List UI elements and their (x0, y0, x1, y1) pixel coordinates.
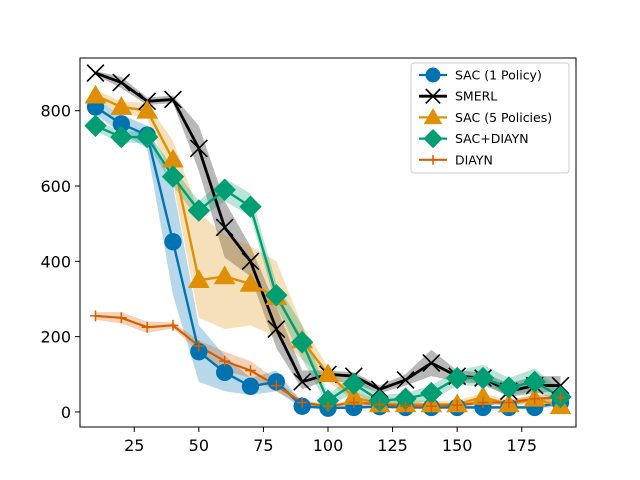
point-sac-diayn (342, 372, 366, 395)
legend-label: SMERL (455, 89, 497, 104)
y-tick-label: 800 (40, 102, 71, 121)
x-tick-label: 75 (253, 436, 273, 455)
legend-label: SAC+DIAYN (455, 131, 529, 146)
legend-marker (425, 67, 441, 83)
legend-label: SAC (1 Policy) (455, 68, 542, 83)
legend-box (410, 62, 570, 174)
band-sac-5-policies (95, 90, 561, 409)
point-sac-5-policies (317, 363, 339, 383)
point-diayn (529, 393, 541, 405)
series-markers (84, 64, 572, 417)
point-sac-5-policies (187, 269, 210, 289)
point-sac-diayn (239, 195, 262, 218)
point-sac-1-policy (164, 233, 182, 251)
point-smerl (551, 376, 570, 395)
band-diayn (95, 312, 561, 409)
point-diayn (322, 400, 334, 412)
legend-label: SAC (5 Policies) (455, 110, 552, 125)
point-diayn (296, 397, 308, 408)
point-diayn (400, 400, 411, 412)
point-diayn (141, 321, 153, 333)
point-smerl (112, 73, 131, 92)
legend-entry-sac-5-policies: SAC (5 Policies) (419, 108, 552, 125)
y-tick-label: 400 (40, 252, 71, 271)
point-sac-1-policy (241, 377, 260, 396)
point-diayn (374, 399, 386, 410)
point-sac-diayn (316, 389, 340, 412)
x-tick-label: 175 (506, 436, 537, 455)
point-sac-diayn (471, 366, 495, 390)
point-smerl (267, 320, 286, 339)
point-diayn (115, 312, 127, 324)
y-tick-label: 0 (61, 403, 71, 422)
point-diayn (167, 319, 179, 331)
legend-entry-diayn: DIAYN (419, 152, 493, 167)
point-diayn (477, 397, 489, 408)
point-smerl (370, 380, 389, 399)
point-sac-diayn (110, 125, 133, 149)
legend-label: DIAYN (455, 152, 493, 167)
point-sac-diayn (420, 381, 443, 405)
point-sac-diayn (84, 114, 107, 137)
point-diayn (555, 392, 566, 404)
point-diayn (90, 310, 101, 322)
point-sac-diayn (213, 178, 236, 201)
x-tick-label: 150 (442, 436, 473, 455)
point-smerl (86, 64, 105, 83)
point-smerl (189, 139, 208, 158)
point-diayn (451, 399, 463, 411)
x-tick-label: 100 (313, 436, 344, 455)
point-smerl (396, 370, 415, 389)
point-sac-diayn (161, 165, 185, 188)
point-sac-diayn (187, 199, 211, 222)
point-sac-diayn (290, 331, 314, 354)
y-tick-label: 200 (40, 328, 71, 347)
x-tick-label: 125 (377, 436, 408, 455)
legend-entry-sac-diayn: SAC+DIAYN (419, 129, 529, 149)
axes: 25 50 75 100 125 150 175 0 200 400 600 800 (40, 57, 577, 455)
point-smerl (293, 372, 312, 391)
point-diayn (270, 380, 282, 391)
point-sac-diayn (445, 366, 469, 390)
legend-entry-sac-1-policy: SAC (1 Policy) (419, 68, 542, 83)
point-diayn (503, 397, 515, 408)
y-tick-label: 600 (40, 177, 71, 196)
point-diayn (425, 400, 437, 412)
point-diayn (193, 340, 205, 352)
point-sac-5-policies (342, 386, 365, 405)
legend-marker (425, 88, 441, 104)
point-diayn (348, 397, 360, 408)
point-sac-5-policies (472, 386, 494, 405)
point-sac-5-policies (213, 265, 236, 285)
point-smerl (215, 218, 234, 237)
point-sac-diayn (135, 125, 159, 149)
point-diayn (245, 365, 256, 376)
point-smerl (422, 354, 441, 372)
legend-marker (423, 129, 443, 149)
point-sac-1-policy (112, 115, 131, 133)
x-tick-label: 25 (124, 436, 144, 455)
point-sac-diayn (265, 284, 288, 307)
point-sac-diayn (394, 387, 417, 410)
point-sac-5-policies (136, 99, 159, 119)
point-sac-1-policy (190, 343, 208, 361)
legend: SAC (1 Policy) SMERL SAC (5 Policies) SAC+D… (410, 62, 570, 174)
point-sac-5-policies (162, 148, 184, 168)
x-tick-label: 50 (189, 436, 209, 455)
legend-marker (428, 154, 438, 165)
point-smerl (241, 252, 260, 271)
point-sac-diayn (497, 376, 521, 399)
point-sac-diayn (523, 370, 546, 394)
point-sac-5-policies (239, 273, 262, 292)
point-sac-5-policies (110, 96, 133, 115)
point-diayn (219, 355, 231, 367)
legend-marker (423, 108, 443, 125)
point-smerl (164, 90, 182, 109)
point-sac-5-policies (84, 84, 107, 104)
legend-entry-smerl: SMERL (419, 88, 497, 104)
point-sac-1-policy (215, 363, 234, 382)
